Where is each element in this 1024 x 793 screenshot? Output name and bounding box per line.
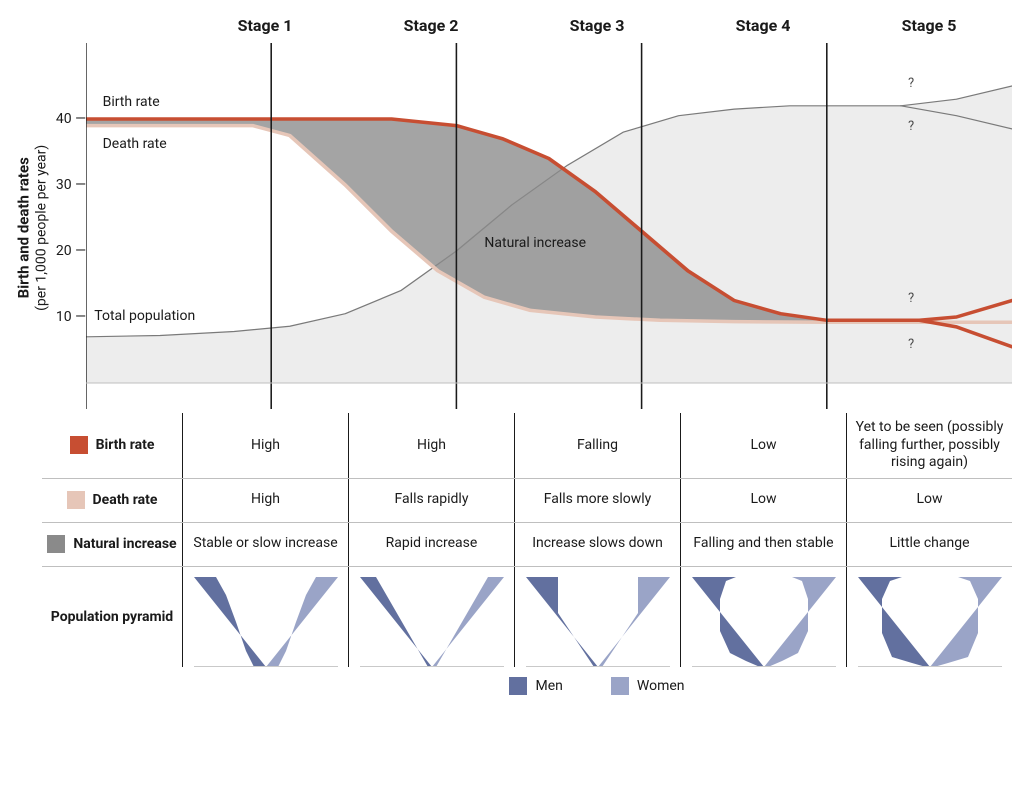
pyramid-stage3 <box>514 567 680 667</box>
legend-women: Women <box>611 677 685 695</box>
row-label: Death rate <box>93 492 158 508</box>
birth-rate-label: Birth rate <box>103 94 160 110</box>
chart-area: Birth and death rates (per 1,000 people … <box>12 43 1012 413</box>
demographic-transition-diagram: Stage 1 Stage 2 Stage 3 Stage 4 Stage 5 … <box>12 12 1012 695</box>
table-row-pyramid: Population pyramid <box>42 566 1012 667</box>
cell-natural_increase-stage5: Little change <box>846 523 1012 566</box>
chart-plot: Birth rate Death rate Total population Natu… <box>86 43 1012 413</box>
stage-header-5: Stage 5 <box>846 12 1012 43</box>
y-axis-title-sub: (per 1,000 people per year) <box>33 145 49 311</box>
legend-men-label: Men <box>535 678 562 694</box>
cell-birth_rate-stage1: High <box>182 413 348 478</box>
row-header-pyramid: Population pyramid <box>42 567 182 667</box>
women-swatch <box>611 677 629 695</box>
y-tick: 30 — <box>56 177 86 193</box>
legend-men: Men <box>509 677 562 695</box>
total-population-label: Total population <box>94 308 195 324</box>
question-mark: ? <box>908 291 914 306</box>
death-rate-label: Death rate <box>103 136 167 152</box>
y-tick: 10 — <box>56 309 86 325</box>
y-axis-title-bold: Birth and death rates <box>14 157 32 298</box>
cell-death_rate-stage1: High <box>182 479 348 522</box>
cell-birth_rate-stage5: Yet to be seen (possibly falling further… <box>846 413 1012 478</box>
cell-natural_increase-stage3: Increase slows down <box>514 523 680 566</box>
cell-death_rate-stage2: Falls rapidly <box>348 479 514 522</box>
row-label: Natural increase <box>73 536 176 552</box>
pyramid-legend: Men Women <box>12 667 1012 695</box>
table-row-birth_rate: Birth rateHighHighFallingLowYet to be se… <box>42 413 1012 478</box>
y-tick: 40 — <box>56 111 86 127</box>
natural-increase-label: Natural increase <box>484 235 586 251</box>
pyramid-stage1 <box>182 567 348 667</box>
birth_rate-swatch <box>70 436 88 454</box>
question-mark: ? <box>908 76 914 91</box>
row-label: Population pyramid <box>51 609 173 625</box>
pyramid-stage4 <box>680 567 846 667</box>
row-header-death_rate: Death rate <box>42 479 182 522</box>
cell-birth_rate-stage4: Low <box>680 413 846 478</box>
summary-table: Birth rateHighHighFallingLowYet to be se… <box>12 413 1012 667</box>
cell-natural_increase-stage4: Falling and then stable <box>680 523 846 566</box>
table-row-death_rate: Death rate HighFalls rapidlyFalls more sl… <box>42 478 1012 522</box>
cell-birth_rate-stage3: Falling <box>514 413 680 478</box>
y-tick: 20 — <box>56 243 86 259</box>
stage-header-2: Stage 2 <box>348 12 514 43</box>
natural_increase-swatch <box>47 535 65 553</box>
row-label: Birth rate <box>96 437 155 453</box>
question-mark: ? <box>908 119 914 134</box>
stage-header-1: Stage 1 <box>182 12 348 43</box>
y-axis-ticks: 10 — 20 — 30 — 40 — <box>52 43 86 413</box>
stage-header-4: Stage 4 <box>680 12 846 43</box>
cell-natural_increase-stage2: Rapid increase <box>348 523 514 566</box>
men-swatch <box>509 677 527 695</box>
stage-headers: Stage 1 Stage 2 Stage 3 Stage 4 Stage 5 <box>12 12 1012 43</box>
cell-death_rate-stage3: Falls more slowly <box>514 479 680 522</box>
legend-women-label: Women <box>637 678 685 694</box>
pyramid-stage2 <box>348 567 514 667</box>
cell-natural_increase-stage1: Stable or slow increase <box>182 523 348 566</box>
row-header-natural_increase: Natural increase <box>42 523 182 566</box>
pyramid-stage5 <box>846 567 1012 667</box>
stage-header-3: Stage 3 <box>514 12 680 43</box>
death_rate-swatch <box>67 491 85 509</box>
table-row-natural_increase: Natural increase Stable or slow increaseR… <box>42 522 1012 566</box>
cell-death_rate-stage4: Low <box>680 479 846 522</box>
cell-birth_rate-stage2: High <box>348 413 514 478</box>
row-header-birth_rate: Birth rate <box>42 413 182 478</box>
y-axis-title: Birth and death rates (per 1,000 people … <box>12 43 52 413</box>
question-mark: ? <box>908 337 914 352</box>
cell-death_rate-stage5: Low <box>846 479 1012 522</box>
